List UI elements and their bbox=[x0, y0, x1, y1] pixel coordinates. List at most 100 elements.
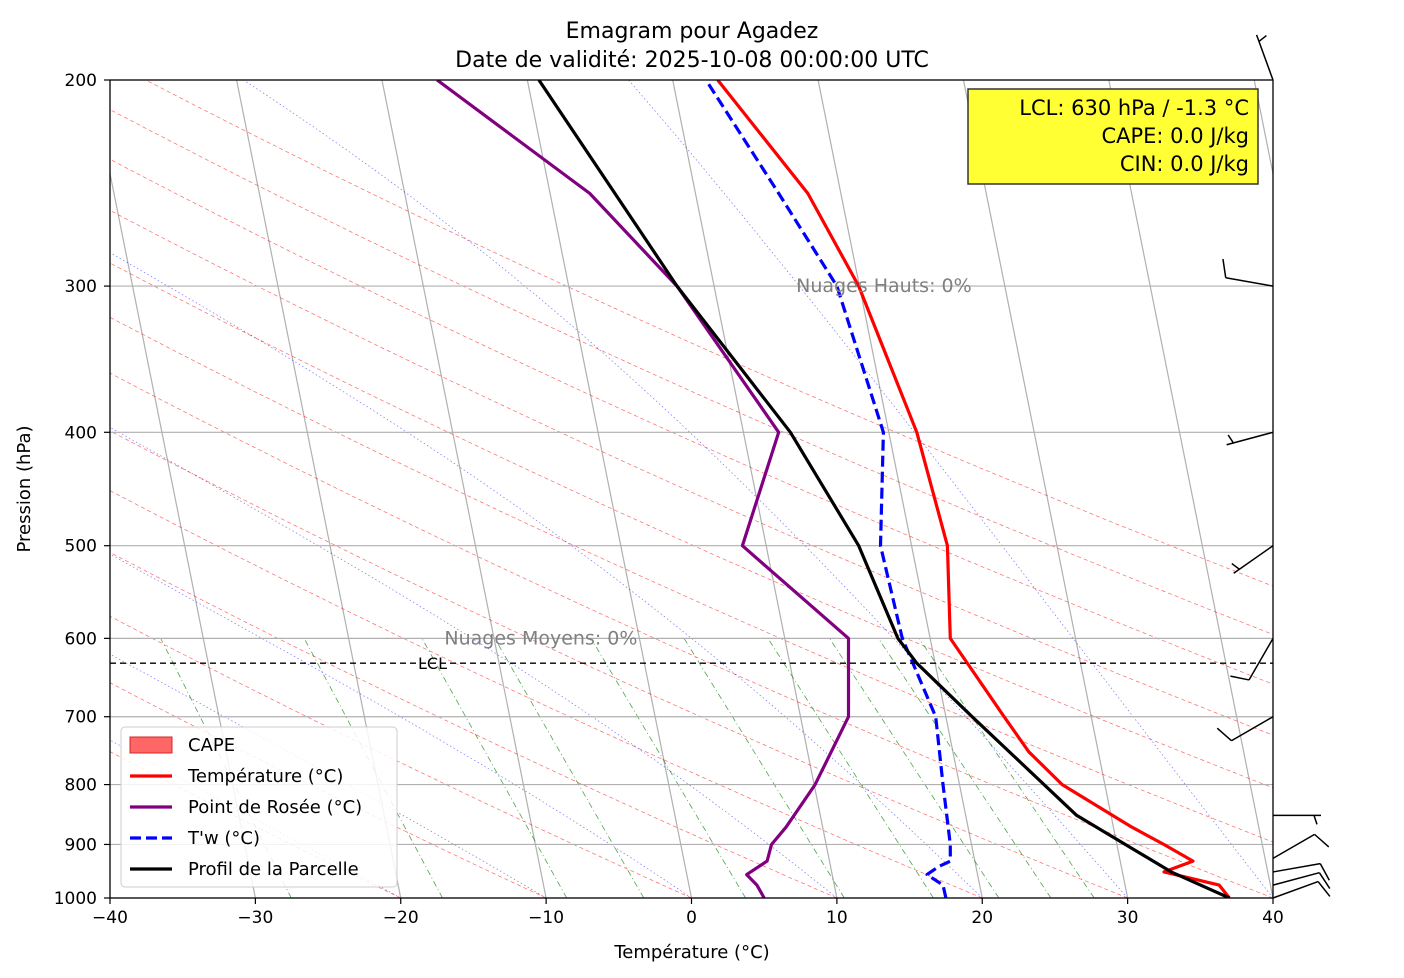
mixing-ratio-line bbox=[494, 638, 645, 898]
x-tick-label: 0 bbox=[686, 908, 697, 928]
isotherm-line bbox=[526, 80, 693, 898]
y-tick-label: 300 bbox=[65, 277, 97, 297]
x-tick-label: 10 bbox=[826, 908, 848, 928]
wind-barb-shaft bbox=[1272, 833, 1315, 860]
info-box: LCL: 630 hPa / -1.3 °C CAPE: 0.0 J/kg CI… bbox=[967, 88, 1259, 185]
wind-barb-flag bbox=[1222, 258, 1227, 278]
profile-series bbox=[436, 80, 1231, 898]
legend-label: T'w (°C) bbox=[187, 828, 260, 849]
y-axis-ticks: 200 300 400 500 600 700 800 900 1000 bbox=[54, 71, 110, 909]
wind-barb-flag bbox=[1319, 863, 1330, 881]
chart-subtitle: Date de validité: 2025-10-08 00:00:00 UT… bbox=[455, 48, 929, 73]
wind-barb-half-flag bbox=[1231, 562, 1240, 570]
mixing-ratio-line bbox=[683, 638, 845, 898]
y-axis-label: Pression (hPa) bbox=[14, 425, 35, 552]
info-box-background bbox=[967, 88, 1259, 185]
x-axis-label: Température (°C) bbox=[613, 942, 769, 963]
mixing-ratio-line bbox=[829, 638, 1000, 898]
y-tick-label: 200 bbox=[65, 71, 97, 91]
wind-barbs bbox=[1216, 34, 1331, 899]
wind-barb bbox=[1272, 862, 1330, 881]
series-line-0 bbox=[716, 80, 1231, 898]
wind-barb-shaft bbox=[1272, 862, 1321, 873]
isotherm-line bbox=[381, 80, 547, 898]
wind-barb bbox=[1222, 258, 1274, 287]
chart-title: Emagram pour Agadez bbox=[566, 19, 819, 44]
wind-barb bbox=[1272, 880, 1331, 899]
moist-adiabat bbox=[110, 653, 547, 898]
wind-barb-flag bbox=[1318, 872, 1331, 889]
isotherm-line bbox=[672, 80, 838, 898]
x-axis-ticks: −40 −30 −20 −10 0 10 20 30 40 bbox=[92, 898, 1284, 928]
wind-barb-shaft bbox=[1272, 880, 1319, 899]
dry-adiabat bbox=[110, 210, 1273, 736]
legend-label: Point de Rosée (°C) bbox=[188, 797, 362, 818]
legend: CAPE Température (°C) Point de Rosée (°C) T… bbox=[120, 726, 398, 888]
lcl-label: LCL bbox=[418, 654, 447, 673]
wind-barb bbox=[1255, 34, 1274, 81]
y-tick-label: 600 bbox=[65, 629, 97, 649]
wind-barb bbox=[1230, 637, 1274, 681]
y-tick-label: 400 bbox=[65, 423, 97, 443]
legend-label: Profil de la Parcelle bbox=[188, 859, 359, 880]
x-tick-label: 40 bbox=[1262, 908, 1284, 928]
x-tick-label: −40 bbox=[92, 908, 128, 928]
y-tick-label: 500 bbox=[65, 537, 97, 557]
y-tick-label: 1000 bbox=[54, 889, 97, 909]
wind-barb-shaft bbox=[1225, 277, 1274, 287]
info-lcl: LCL: 630 hPa / -1.3 °C bbox=[1019, 96, 1249, 120]
isotherm-line bbox=[1108, 80, 1273, 898]
wind-barb-flag bbox=[1317, 881, 1331, 897]
cloud-high-annotation: Nuages Hauts: 0% bbox=[796, 275, 972, 297]
isotherm-line bbox=[1253, 80, 1273, 177]
y-tick-label: 900 bbox=[65, 835, 97, 855]
moist-adiabat bbox=[628, 80, 1273, 898]
wind-barb-half-flag bbox=[1258, 34, 1267, 43]
x-tick-label: 20 bbox=[971, 908, 993, 928]
x-tick-label: 30 bbox=[1117, 908, 1139, 928]
wind-barb-shaft bbox=[1233, 545, 1274, 574]
info-cin: CIN: 0.0 J/kg bbox=[1120, 152, 1249, 176]
isotherm-line bbox=[1400, 80, 1404, 898]
moist-adiabat bbox=[110, 553, 692, 898]
axes-frame bbox=[109, 79, 1274, 899]
legend-label: CAPE bbox=[188, 735, 235, 756]
y-tick-label: 700 bbox=[65, 708, 97, 728]
series-line-2 bbox=[704, 80, 952, 898]
wind-barb-half-flag bbox=[1227, 434, 1235, 444]
x-tick-label: −10 bbox=[528, 908, 564, 928]
wind-barb bbox=[1272, 833, 1330, 860]
dry-adiabat bbox=[110, 109, 1273, 635]
info-cape: CAPE: 0.0 J/kg bbox=[1101, 124, 1249, 148]
moist-adiabat bbox=[243, 80, 1128, 898]
wind-barb-shaft bbox=[1226, 431, 1274, 446]
wind-barb bbox=[1272, 871, 1331, 889]
isotherm-line bbox=[962, 80, 1129, 898]
wind-barb-shaft bbox=[1255, 34, 1274, 81]
mixing-ratio-line bbox=[767, 638, 934, 898]
cloud-mid-annotation: Nuages Moyens: 0% bbox=[444, 627, 637, 649]
moist-adiabat bbox=[110, 252, 983, 898]
series-line-3 bbox=[537, 80, 1231, 898]
wind-barb-flag bbox=[1216, 727, 1232, 742]
legend-label: Température (°C) bbox=[187, 766, 343, 787]
wind-barb-flag bbox=[1314, 833, 1330, 848]
x-tick-label: −20 bbox=[383, 908, 419, 928]
dry-adiabat bbox=[110, 490, 983, 898]
x-tick-label: −30 bbox=[237, 908, 273, 928]
y-tick-label: 800 bbox=[65, 776, 97, 796]
legend-swatch-cape bbox=[129, 736, 173, 754]
wind-barb-shaft bbox=[1248, 637, 1274, 681]
wind-barb-flag bbox=[1230, 675, 1250, 681]
wind-barb bbox=[1216, 716, 1274, 742]
mixing-ratio-line bbox=[590, 638, 746, 898]
wind-barb bbox=[1273, 814, 1321, 825]
mixing-ratio-line bbox=[918, 638, 1095, 898]
mixing-ratio-line bbox=[421, 638, 568, 898]
legend-box bbox=[120, 726, 398, 888]
wind-barb-half-flag bbox=[1313, 815, 1318, 825]
wind-barb bbox=[1226, 431, 1274, 446]
wind-barb-shaft bbox=[1231, 716, 1274, 742]
wind-barb-shaft bbox=[1272, 871, 1320, 886]
